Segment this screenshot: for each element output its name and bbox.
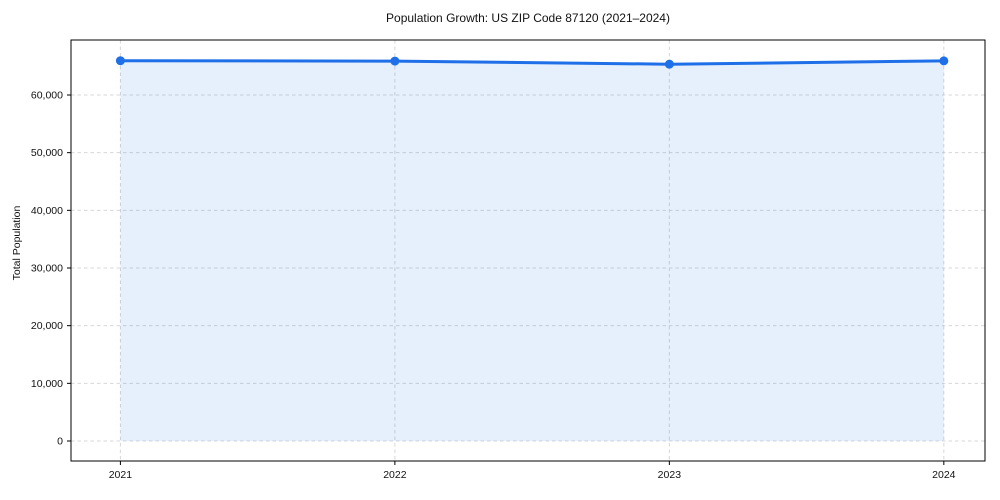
data-point-marker bbox=[664, 59, 674, 69]
y-tick-label: 10,000 bbox=[31, 378, 63, 390]
chart-title: Population Growth: US ZIP Code 87120 (20… bbox=[386, 11, 670, 25]
y-tick-label: 40,000 bbox=[31, 205, 63, 217]
data-point-marker bbox=[390, 56, 400, 66]
y-tick-label: 30,000 bbox=[31, 263, 63, 275]
y-tick-label: 20,000 bbox=[31, 320, 63, 332]
plot-border bbox=[70, 39, 986, 462]
data-point-marker bbox=[115, 56, 125, 66]
x-tick-label: 2022 bbox=[383, 469, 407, 481]
population-line bbox=[118, 59, 946, 66]
x-tick-label: 2024 bbox=[932, 469, 956, 481]
area-fill bbox=[120, 60, 944, 441]
x-tick-label: 2023 bbox=[658, 469, 682, 481]
y-tick-label: 0 bbox=[57, 435, 63, 447]
y-tick-label: 60,000 bbox=[31, 90, 63, 102]
data-point-marker bbox=[939, 56, 949, 66]
x-tick-label: 2021 bbox=[109, 469, 133, 481]
y-tick-label: 50,000 bbox=[31, 147, 63, 159]
